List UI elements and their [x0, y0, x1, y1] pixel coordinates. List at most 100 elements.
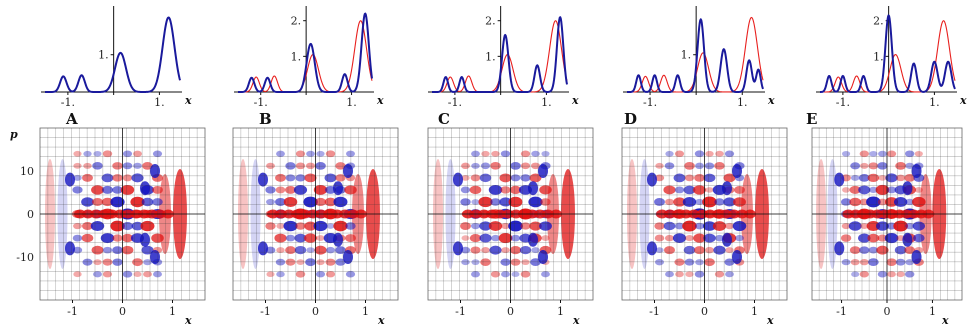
negative-region	[65, 241, 75, 256]
negative-region	[725, 271, 734, 278]
x-axis-label: x	[572, 314, 580, 327]
x-tick-label: -1.	[643, 96, 657, 109]
negative-region	[122, 150, 133, 158]
negative-region	[143, 259, 152, 266]
negative-region	[508, 220, 523, 232]
negative-region	[724, 258, 735, 266]
x-tick-label: -1	[836, 305, 847, 318]
negative-region	[73, 174, 82, 181]
negative-region	[343, 250, 353, 264]
negative-region	[665, 150, 674, 157]
negative-region	[335, 246, 346, 255]
negative-region	[92, 162, 103, 170]
negative-region	[722, 232, 732, 247]
positive-region	[520, 222, 531, 230]
positive-region	[82, 173, 93, 182]
negative-region	[714, 234, 725, 242]
negative-region	[83, 150, 92, 157]
positive-region	[714, 270, 725, 278]
negative-region	[471, 199, 480, 205]
negative-region	[325, 246, 336, 254]
negative-region	[333, 196, 348, 208]
negative-region	[703, 233, 716, 243]
positive-region	[530, 162, 541, 170]
negative-region	[905, 222, 915, 230]
positive-region	[325, 258, 336, 266]
positive-region	[520, 162, 531, 170]
negative-region	[295, 174, 306, 182]
positive-region	[896, 174, 906, 182]
x-axis-label: x	[941, 314, 949, 327]
positive-region	[102, 258, 113, 266]
positive-region	[664, 234, 675, 242]
negative-region	[539, 221, 552, 231]
positive-region	[725, 222, 734, 230]
positive-region	[335, 174, 346, 182]
negative-region	[655, 258, 664, 266]
negative-region	[150, 164, 160, 178]
negative-region	[859, 246, 870, 254]
negative-region	[500, 258, 511, 266]
negative-region	[479, 221, 492, 231]
positive-region	[151, 233, 164, 243]
negative-region	[112, 246, 123, 255]
negative-region	[133, 162, 142, 169]
negative-region	[480, 162, 491, 170]
positive-region	[500, 186, 511, 194]
negative-region	[122, 270, 133, 278]
positive-region	[73, 162, 82, 169]
negative-region	[511, 271, 520, 277]
density-plot-B: -1. 1. 1. 2. x	[234, 6, 384, 109]
x-axis-label: x	[766, 314, 774, 327]
negative-region	[453, 172, 463, 187]
negative-region	[510, 234, 521, 242]
positive-region	[313, 184, 328, 195]
x-axis-label: x	[376, 94, 384, 107]
negative-region	[488, 184, 503, 195]
positive-region	[886, 258, 897, 266]
positive-region	[895, 161, 907, 170]
series-evolved-curve	[431, 16, 568, 93]
x-axis-label: x	[377, 314, 385, 327]
negative-region	[665, 271, 674, 278]
positive-region	[520, 270, 531, 278]
positive-region	[73, 150, 82, 157]
negative-region	[266, 198, 275, 206]
negative-region	[834, 172, 845, 187]
positive-region	[461, 174, 470, 181]
density-plot-A: -1. 1. 1. x	[41, 6, 192, 109]
negative-region	[305, 258, 316, 267]
positive-region	[723, 173, 736, 183]
panel-letter-E: E	[806, 110, 817, 128]
negative-region	[499, 197, 512, 207]
positive-region	[325, 150, 336, 158]
positive-region	[685, 235, 694, 242]
negative-region	[294, 245, 307, 255]
positive-region	[316, 259, 325, 266]
positive-region	[715, 150, 724, 157]
positive-region	[850, 259, 860, 266]
negative-region	[153, 271, 162, 278]
x-tick-label: 0	[119, 305, 126, 318]
x-tick-label: -1	[455, 305, 466, 318]
density-plot-C: -1. 1. 1. 2. x	[428, 6, 579, 109]
negative-region	[471, 259, 480, 266]
negative-region	[152, 150, 163, 158]
negative-region	[663, 221, 676, 231]
x-axis-label: x	[571, 94, 579, 107]
negative-region	[324, 173, 337, 183]
positive-region	[849, 246, 861, 255]
negative-region	[732, 221, 747, 232]
negative-region	[150, 250, 160, 264]
negative-region	[306, 247, 315, 254]
panel-letter-C: C	[438, 110, 450, 128]
x-tick-label: 1	[362, 305, 369, 318]
positive-region	[704, 258, 715, 267]
negative-region	[528, 232, 538, 247]
negative-region	[682, 197, 697, 207]
positive-region	[705, 150, 714, 157]
positive-region	[142, 161, 153, 170]
x-axis-label: x	[184, 314, 192, 327]
positive-region	[655, 162, 664, 169]
negative-region	[460, 246, 471, 254]
